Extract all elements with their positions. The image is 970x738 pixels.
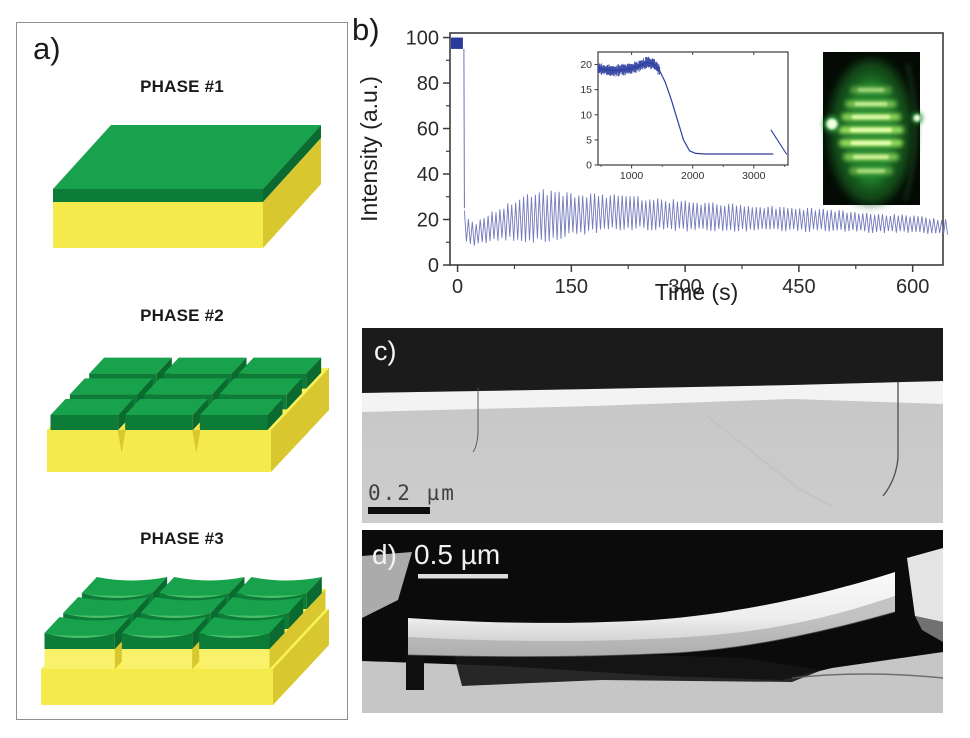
phase-1-label: PHASE #1: [140, 77, 224, 96]
svg-text:3000: 3000: [742, 170, 766, 182]
panel-b-label: b): [352, 12, 380, 47]
panel-d-label: d): [372, 539, 397, 570]
scale-bar-d-text: 0.5 µm: [414, 539, 500, 570]
svg-text:15: 15: [580, 84, 592, 96]
panel-c-tem-image: c) 0.2 µm: [362, 328, 943, 523]
film-layer: [362, 381, 943, 412]
phase-2-label: PHASE #2: [140, 306, 224, 325]
svg-text:450: 450: [782, 276, 815, 298]
phase-1-diagram: [53, 125, 321, 248]
vacuum-region: [362, 328, 943, 393]
panel-c-label: c): [374, 336, 397, 366]
crack-left: [472, 388, 479, 453]
crack-right: [882, 382, 899, 497]
svg-text:40: 40: [417, 164, 439, 186]
svg-text:2000: 2000: [681, 170, 705, 182]
shadow-under-beam: [452, 648, 822, 686]
svg-text:150: 150: [555, 276, 588, 298]
panel-a-label: a): [33, 31, 61, 66]
panel-a-schematic: a) PHASE #1 PHASE #2 PHASE #3: [16, 22, 348, 720]
rheed-pattern-image: [823, 52, 923, 205]
beam-underside: [408, 596, 895, 657]
scale-bar-c-text: 0.2 µm: [368, 481, 456, 505]
scale-bar-c: [368, 507, 430, 514]
phase-3-label: PHASE #3: [140, 529, 224, 548]
svg-text:20: 20: [417, 210, 439, 232]
panel-d-sem-image: d) 0.5 µm: [362, 530, 943, 713]
svg-text:5: 5: [586, 134, 592, 146]
svg-text:0: 0: [586, 160, 592, 172]
svg-text:100: 100: [406, 28, 439, 50]
phase-2-diagram: [47, 357, 329, 472]
svg-text:Intensity (a.u.): Intensity (a.u.): [356, 76, 382, 222]
left-gray-wedge: [362, 552, 412, 618]
substrate-crack-line: [791, 673, 943, 679]
svg-text:60: 60: [417, 119, 439, 141]
svg-text:80: 80: [417, 73, 439, 95]
rheed-intensity-inset-chart: 1000 2000 3000 0 5 10 15 20: [580, 51, 789, 182]
fragment-shadow: [915, 616, 943, 642]
faint-scratch: [706, 415, 833, 507]
svg-text:1000: 1000: [620, 170, 644, 182]
broken-fragment-right: [907, 548, 943, 622]
svg-text:0: 0: [452, 276, 463, 298]
svg-text:600: 600: [896, 276, 929, 298]
svg-text:Time (s): Time (s): [655, 279, 738, 305]
scale-bar-d: [418, 574, 508, 579]
svg-text:300: 300: [668, 276, 701, 298]
svg-text:10: 10: [580, 109, 592, 121]
phase-3-diagram: [41, 577, 329, 705]
svg-text:0: 0: [428, 255, 439, 277]
svg-text:20: 20: [580, 59, 592, 71]
left-support-shadow: [406, 650, 424, 690]
beam-bottom-edge: [407, 611, 896, 658]
